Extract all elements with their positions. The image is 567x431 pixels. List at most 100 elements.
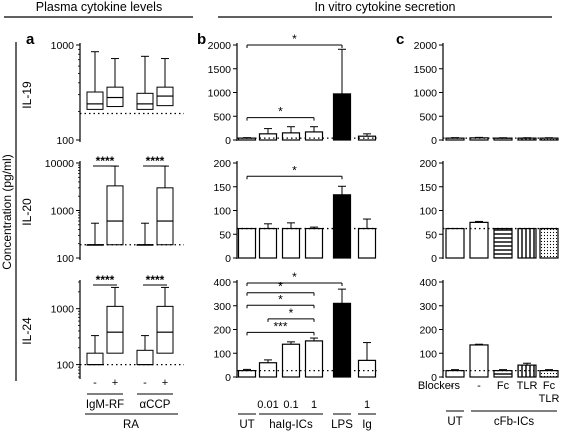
y-tick-label: 200 [419,325,437,337]
y-tick-label: 1000 [208,88,232,100]
bar [539,227,559,259]
y-tick-label: 50 [219,229,231,241]
bar [304,227,324,259]
x-category-label-line: Fc [543,380,556,392]
header-left-title: Plasma cytokine levels [36,0,162,14]
box [156,305,174,354]
y-tick-label: 100 [419,348,437,360]
y-tick-label: 1000 [414,88,438,100]
significance-label: **** [146,154,165,168]
bar [258,362,278,378]
bar [517,137,537,141]
x-category-label: 0.1 [283,399,298,411]
significance-label: * [292,270,297,284]
y-tick-label: 0 [431,372,437,384]
y-tick-label: 500 [213,111,231,123]
box [106,185,124,246]
x-group-label: UT [239,419,254,431]
header-right-title: In vitro cytokine secretion [314,0,455,14]
y-tick-label: 200 [213,325,231,337]
x-category-label: - [143,377,147,389]
bar [304,131,324,141]
y-tick-label: 2000 [414,40,438,52]
row-label-il-24: IL-24 [20,317,34,345]
panel-letter-b: b [197,31,206,48]
y-tick-label: 1500 [414,64,438,76]
significance-label: * [278,292,283,306]
x-category-label-multiline: Fc TLR [539,380,560,405]
x-category-label: - [93,377,97,389]
row-label-il-20: IL-20 [20,198,34,226]
panel-c: 0500100015002000050100150200010020030040… [414,40,560,428]
y-tick-label: 100 [213,206,231,218]
y-tick-label: 50 [425,229,437,241]
x-category-label: 1 [364,399,370,411]
x-category-label: + [162,377,168,389]
bar [281,132,301,141]
y-axis-label: Concentration (pg/ml) [0,154,14,269]
panel-a: IL-19 100 1000 IL-20 100 1000 10000 **** **** IL-… [20,40,184,431]
bar [258,227,278,259]
x-category-label: - [477,380,481,392]
y-tick-label: 0 [225,253,231,265]
box [106,86,124,108]
box [106,305,124,354]
bar [332,93,352,141]
y-tick-label: 0 [431,135,437,147]
y-tick-label: 0 [431,253,437,265]
box [136,349,154,366]
x-group-label: haIg-ICs [269,419,313,431]
y-tick-label: 400 [419,277,437,289]
y-tick-label: 100 [213,348,231,360]
bar [539,369,559,378]
blockers-label: Blockers [418,380,461,392]
x-supergroup-label: RA [123,419,139,431]
y-tick-label: 100 [56,253,74,265]
significance-label: * [278,105,283,119]
y-tick-label: 200 [213,158,231,170]
significance-label: **** [146,273,165,287]
y-tick-label: 2000 [208,40,232,52]
significance-label: * [278,280,283,294]
x-group-label: cFb-ICs [494,416,535,428]
y-tick-label: 1500 [208,64,232,76]
bar [445,369,465,378]
bar [332,194,352,259]
y-tick-label: 1000 [51,304,75,316]
x-group-label: LPS [331,419,353,431]
x-group-label: UT [447,416,462,428]
bar [332,302,352,378]
bar [237,369,257,378]
x-category-label: TLR [517,380,538,392]
x-category-label: 0.01 [257,399,278,411]
y-tick-label: 1000 [51,206,75,218]
panel-letter-a: a [26,31,35,48]
y-tick-label: 100 [56,135,74,147]
box [86,91,104,110]
significance-label: *** [273,319,287,333]
x-group-label: αCCP [140,399,171,411]
significance-label: * [289,306,294,320]
significance-label: * [292,32,297,46]
box [156,187,174,246]
significance-label: * [292,163,297,177]
y-tick-label: 0 [225,135,231,147]
y-tick-label: 100 [56,360,74,372]
x-group-label: IgM-RF [86,399,124,411]
x-category-label: Fc [497,380,510,392]
y-tick-label: 0 [225,372,231,384]
x-category-label: - [450,380,454,392]
bar [539,137,559,141]
bar [517,227,537,259]
bar [258,133,278,141]
bar [304,340,324,378]
y-tick-label: 150 [419,182,437,194]
x-category-label-line: TLR [539,393,560,405]
panel-letter-c: c [396,31,404,48]
y-tick-label: 1000 [51,40,75,52]
box [86,352,104,366]
y-tick-label: 200 [419,158,437,170]
x-group-label: Ig [362,419,372,431]
bar [357,359,377,378]
